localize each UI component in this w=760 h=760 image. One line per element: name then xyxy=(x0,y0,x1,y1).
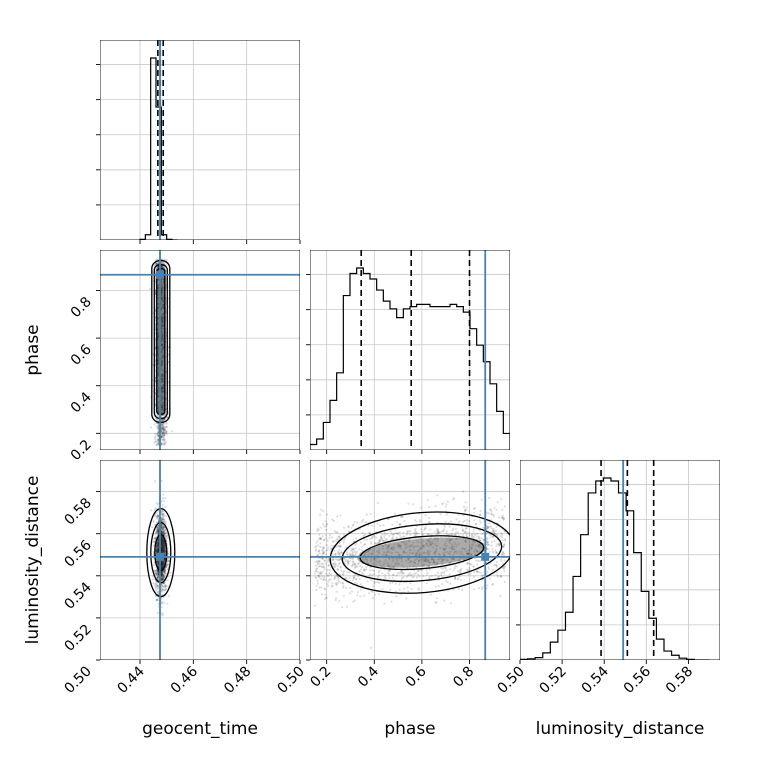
scatter-geocent_time-vs-luminosity_distance-truth-marker xyxy=(156,552,164,561)
x-tick-label-geocent_time-1: 0.46 xyxy=(168,663,201,696)
x-tick-label-luminosity_distance-0: 0.50 xyxy=(494,664,527,697)
x-tick-label-phase-0: 0.2 xyxy=(307,664,334,691)
x-tick-label-geocent_time-2: 0.48 xyxy=(221,664,254,697)
histogram-phase xyxy=(310,250,510,450)
histogram-phase-frame xyxy=(310,250,510,450)
histogram-luminosity_distance xyxy=(520,460,720,660)
x-tick-label-luminosity_distance-3: 0.56 xyxy=(621,663,654,696)
scatter-phase-vs-luminosity_distance xyxy=(310,460,510,660)
scatter-geocent_time-vs-luminosity_distance-frame xyxy=(100,460,300,660)
x-axis-label-luminosity_distance: luminosity_distance xyxy=(536,719,705,739)
scatter-geocent_time-vs-phase-grid xyxy=(100,250,300,450)
histogram-geocent_time-grid xyxy=(139,40,300,240)
x-tick-label-phase-3: 0.8 xyxy=(450,664,477,691)
y-axis-label-phase: phase xyxy=(23,324,43,375)
y-tick-label-luminosity_distance-0: 0.50 xyxy=(61,664,94,697)
y-tick-label-luminosity_distance-2: 0.54 xyxy=(61,579,94,612)
x-axis-label-phase: phase xyxy=(384,719,435,739)
y-tick-label-phase-3: 0.8 xyxy=(68,294,95,321)
histogram-step-phase xyxy=(310,267,510,450)
scatter-geocent_time-vs-luminosity_distance xyxy=(100,460,300,660)
y-tick-label-phase-1: 0.4 xyxy=(68,389,95,416)
x-tick-label-luminosity_distance-4: 0.58 xyxy=(663,664,696,697)
y-axis-label-luminosity_distance: luminosity_distance xyxy=(23,476,43,645)
histogram-step-luminosity_distance xyxy=(520,477,710,660)
x-tick-label-phase-1: 0.4 xyxy=(355,663,382,690)
histogram-luminosity_distance-grid xyxy=(520,460,689,660)
x-tick-label-luminosity_distance-2: 0.54 xyxy=(579,663,612,696)
y-tick-label-phase-0: 0.2 xyxy=(68,437,95,464)
scatter-geocent_time-vs-luminosity_distance-grid xyxy=(100,460,300,660)
scatter-phase-vs-luminosity_distance-grid xyxy=(310,460,510,660)
x-tick-label-geocent_time-3: 0.50 xyxy=(274,664,307,697)
y-tick-label-luminosity_distance-4: 0.58 xyxy=(61,495,94,528)
scatter-geocent_time-vs-phase-truth-marker xyxy=(156,270,164,279)
x-tick-label-luminosity_distance-1: 0.52 xyxy=(537,664,570,697)
x-tick-label-geocent_time-0: 0.44 xyxy=(114,663,147,696)
scatter-geocent_time-vs-phase xyxy=(100,250,300,450)
histogram-luminosity_distance-frame xyxy=(520,460,720,660)
histogram-phase-grid xyxy=(326,250,470,450)
histogram-geocent_time-frame xyxy=(100,40,300,240)
scatter-geocent_time-vs-phase-frame xyxy=(100,250,300,450)
scatter-phase-vs-luminosity_distance-truth-marker xyxy=(481,552,490,561)
x-axis-label-geocent_time: geocent_time xyxy=(142,719,258,739)
scatter-phase-vs-luminosity_distance-contours xyxy=(329,511,510,594)
y-tick-label-phase-2: 0.6 xyxy=(68,342,95,369)
histogram-geocent_time xyxy=(100,40,300,240)
y-tick-label-luminosity_distance-1: 0.52 xyxy=(61,621,94,654)
histogram-step-geocent_time xyxy=(139,57,178,240)
y-tick-label-luminosity_distance-3: 0.56 xyxy=(61,537,94,570)
x-tick-label-phase-2: 0.6 xyxy=(403,663,430,690)
